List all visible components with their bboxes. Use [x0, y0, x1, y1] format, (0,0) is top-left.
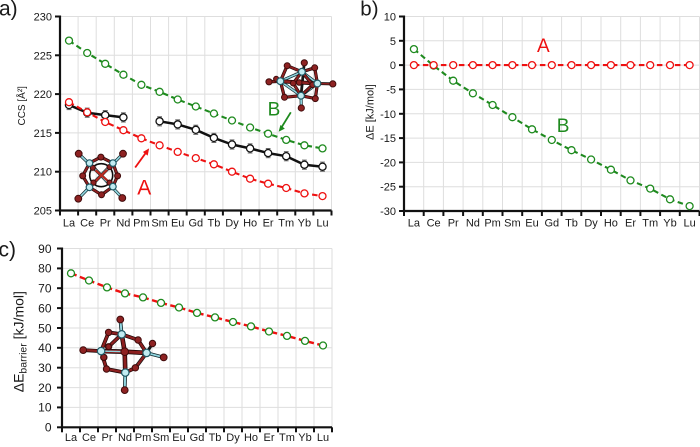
svg-text:205: 205 — [34, 206, 52, 218]
svg-text:80: 80 — [38, 262, 52, 276]
svg-text:ΔE [kJ/mol]: ΔE [kJ/mol] — [364, 84, 376, 140]
svg-text:Er: Er — [263, 217, 274, 229]
svg-text:0: 0 — [390, 60, 396, 72]
svg-text:Nd: Nd — [118, 432, 132, 444]
svg-text:Pr: Pr — [100, 217, 111, 229]
svg-text:Sm: Sm — [151, 217, 168, 229]
svg-text:30: 30 — [38, 361, 52, 375]
svg-text:Pr: Pr — [102, 432, 113, 444]
svg-text:Dy: Dy — [226, 432, 240, 444]
svg-text:La: La — [408, 217, 421, 229]
svg-text:B: B — [557, 116, 570, 137]
svg-text:-20: -20 — [380, 157, 396, 169]
svg-text:a): a) — [0, 0, 18, 21]
svg-text:Dy: Dy — [225, 217, 239, 229]
svg-text:5: 5 — [390, 36, 396, 48]
svg-text:b): b) — [360, 0, 378, 21]
svg-text:0: 0 — [45, 421, 52, 435]
svg-text:Ce: Ce — [82, 432, 96, 444]
svg-text:Ce: Ce — [427, 217, 441, 229]
svg-text:-10: -10 — [380, 109, 396, 121]
svg-text:Pm: Pm — [135, 432, 152, 444]
svg-text:20: 20 — [38, 381, 52, 395]
svg-text:Tb: Tb — [565, 217, 578, 229]
svg-text:Ce: Ce — [80, 217, 94, 229]
svg-text:Yb: Yb — [298, 432, 311, 444]
svg-text:Ho: Ho — [244, 432, 258, 444]
svg-text:Nd: Nd — [116, 217, 130, 229]
svg-text:Tm: Tm — [279, 432, 295, 444]
svg-text:Ho: Ho — [243, 217, 257, 229]
svg-text:Tb: Tb — [207, 217, 220, 229]
svg-text:90: 90 — [38, 242, 52, 256]
svg-text:Lu: Lu — [317, 432, 329, 444]
svg-text:230: 230 — [34, 12, 52, 24]
svg-text:50: 50 — [38, 321, 52, 335]
svg-text:B: B — [268, 100, 281, 121]
svg-text:10: 10 — [38, 401, 52, 415]
svg-text:Dy: Dy — [584, 217, 598, 229]
svg-text:Gd: Gd — [190, 432, 205, 444]
svg-text:La: La — [63, 217, 76, 229]
svg-text:40: 40 — [38, 341, 52, 355]
svg-text:La: La — [65, 432, 78, 444]
svg-text:215: 215 — [34, 128, 52, 140]
svg-text:Nd: Nd — [466, 217, 480, 229]
svg-text:c): c) — [0, 239, 16, 262]
svg-text:Ho: Ho — [604, 217, 618, 229]
svg-text:Er: Er — [264, 432, 275, 444]
svg-text:Lu: Lu — [316, 217, 328, 229]
svg-text:Eu: Eu — [172, 432, 185, 444]
svg-text:-15: -15 — [380, 133, 396, 145]
svg-text:Pm: Pm — [484, 217, 501, 229]
svg-text:210: 210 — [34, 167, 52, 179]
svg-text:Gd: Gd — [544, 217, 559, 229]
svg-text:Gd: Gd — [188, 217, 203, 229]
svg-text:Tm: Tm — [278, 217, 294, 229]
svg-text:Tm: Tm — [642, 217, 658, 229]
svg-text:Sm: Sm — [504, 217, 521, 229]
svg-text:Tb: Tb — [209, 432, 222, 444]
svg-text:-25: -25 — [380, 182, 396, 194]
svg-text:Lu: Lu — [683, 217, 695, 229]
svg-text:70: 70 — [38, 282, 52, 296]
svg-text:Pm: Pm — [133, 217, 150, 229]
svg-text:225: 225 — [34, 50, 52, 62]
svg-text:Yb: Yb — [663, 217, 676, 229]
svg-text:Eu: Eu — [171, 217, 184, 229]
svg-text:A: A — [537, 36, 550, 57]
svg-text:Sm: Sm — [153, 432, 170, 444]
svg-text:60: 60 — [38, 301, 52, 315]
svg-text:10: 10 — [384, 12, 396, 24]
svg-text:-5: -5 — [386, 84, 396, 96]
svg-text:Yb: Yb — [298, 217, 311, 229]
svg-text:Er: Er — [625, 217, 636, 229]
svg-text:A: A — [137, 176, 151, 199]
svg-text:Pr: Pr — [448, 217, 459, 229]
svg-text:Eu: Eu — [525, 217, 538, 229]
svg-text:-30: -30 — [380, 206, 396, 218]
svg-text:CCS [Å²]: CCS [Å²] — [15, 86, 28, 126]
svg-text:220: 220 — [34, 89, 52, 101]
